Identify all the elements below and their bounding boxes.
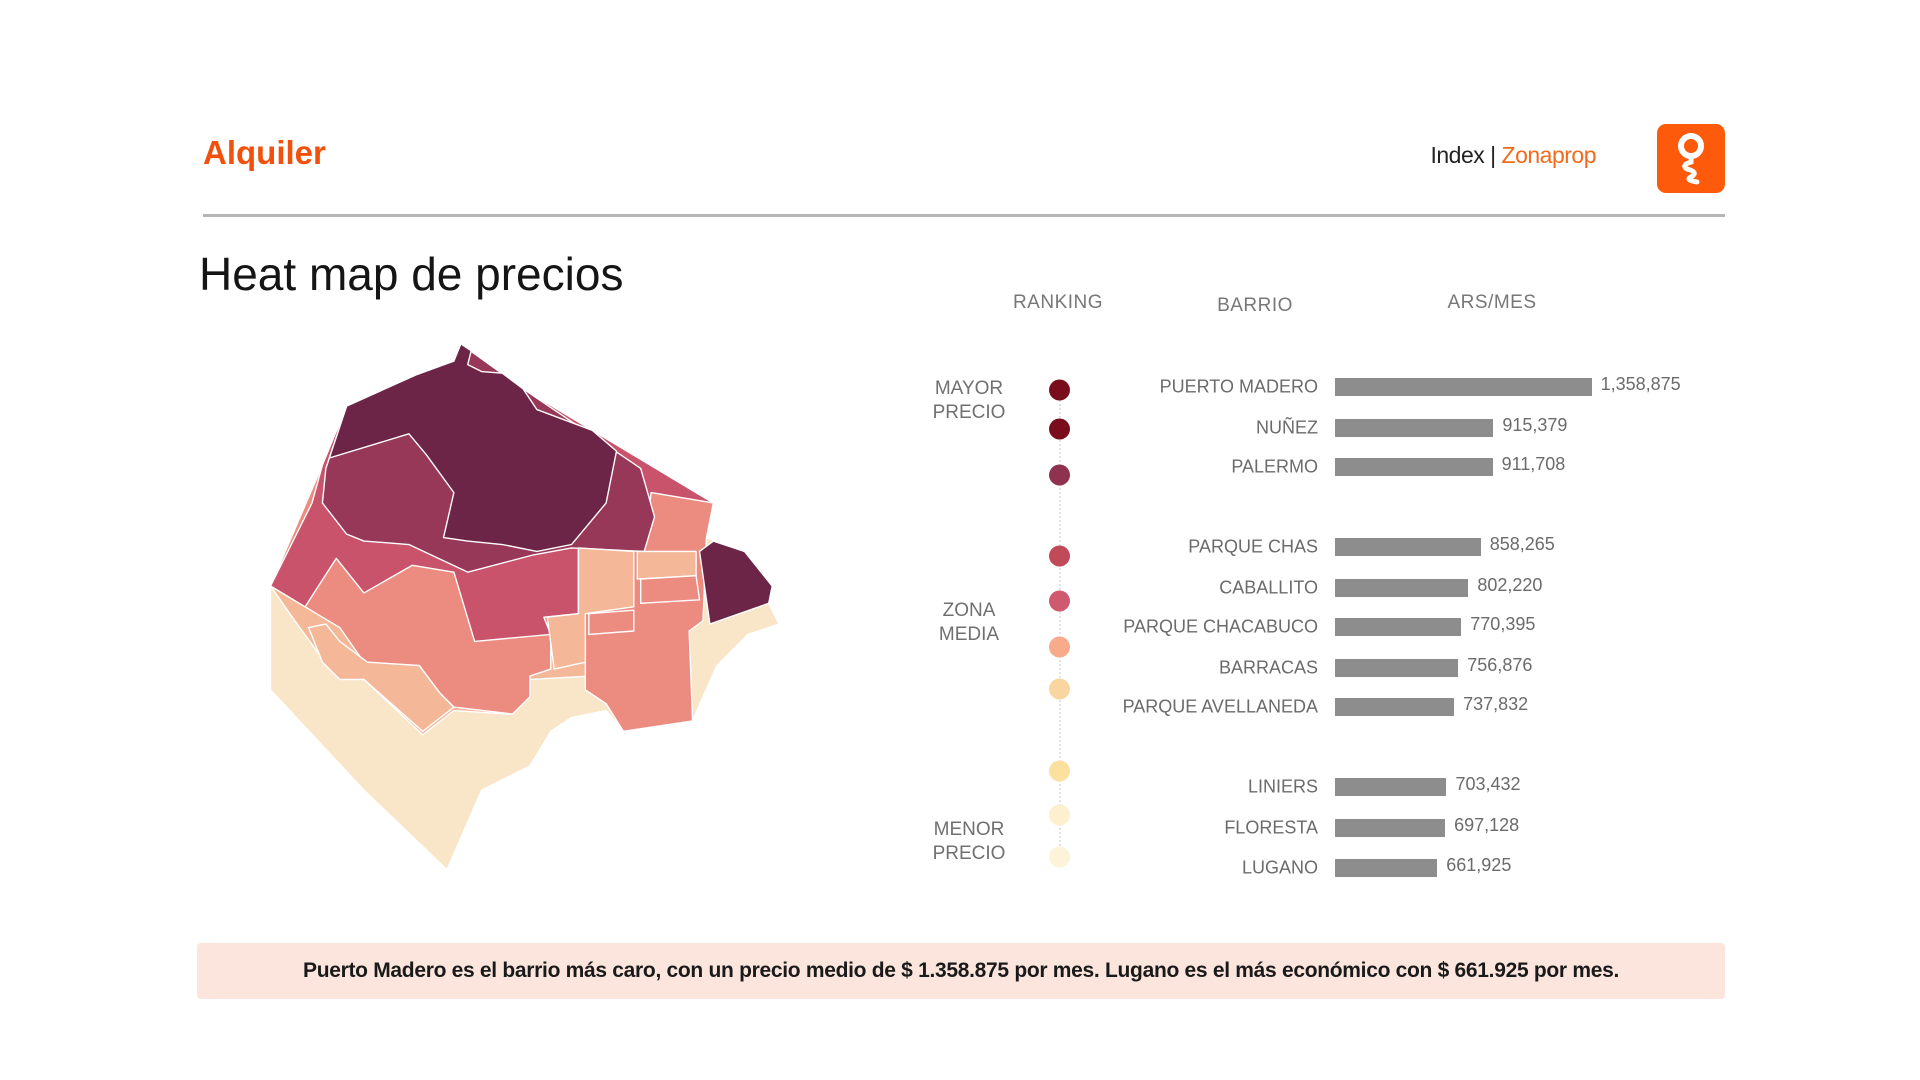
column-header-barrio: BARRIO — [1217, 295, 1293, 316]
ranking-dot — [1049, 464, 1070, 486]
barrio-label: PUERTO MADERO — [1159, 376, 1318, 397]
summary-banner: Puerto Madero es el barrio más caro, con… — [197, 943, 1725, 999]
barrio-label: FLORESTA — [1224, 817, 1318, 838]
group-label-mid: ZONA MEDIA — [909, 599, 1029, 647]
group-line: PRECIO — [932, 843, 1006, 864]
map-zone-peach-a — [546, 547, 635, 670]
ranking-connector — [1059, 392, 1061, 858]
group-line: PRECIO — [932, 402, 1006, 423]
ranking-dot — [1049, 545, 1070, 567]
map-zone-salmon-b — [588, 609, 635, 636]
bar — [1335, 378, 1592, 396]
bar — [1335, 579, 1469, 597]
value-label: 911,708 — [1501, 453, 1566, 474]
barrio-label: CABALLITO — [1219, 577, 1318, 598]
bar — [1335, 859, 1438, 877]
map-zone-peach-strip — [307, 623, 455, 733]
value-label: 770,395 — [1470, 613, 1536, 634]
barrio-label: LUGANO — [1241, 857, 1318, 878]
group-line: ZONA — [942, 600, 996, 621]
barrio-label: PARQUE CHAS — [1188, 536, 1318, 557]
barrio-label: BARRACAS — [1218, 657, 1318, 678]
barrio-label: PARQUE CHACABUCO — [1123, 616, 1318, 637]
bar — [1335, 659, 1459, 677]
column-header-value: ARS/MES — [1447, 292, 1537, 313]
brand-wordmark: Index | Zonaprop — [1431, 142, 1597, 169]
heat-map — [269, 343, 780, 871]
value-label: 915,379 — [1502, 414, 1568, 435]
value-label: 661,925 — [1446, 854, 1512, 875]
group-line: MENOR — [933, 819, 1005, 840]
value-label: 1,358,875 — [1600, 373, 1681, 394]
group-line: MAYOR — [934, 378, 1004, 399]
ranking-dot — [1049, 760, 1070, 782]
bar — [1335, 778, 1447, 796]
value-label: 737,832 — [1463, 693, 1529, 714]
page-title: Heat map de precios — [199, 248, 624, 300]
ranking-dot — [1049, 678, 1070, 700]
brand-name: Zonaprop — [1501, 142, 1597, 168]
section-title: Alquiler — [203, 134, 326, 171]
ranking-dot — [1049, 636, 1070, 658]
barrio-label: PARQUE AVELLANEDA — [1122, 696, 1318, 717]
bar — [1335, 618, 1462, 636]
column-header-ranking: RANKING — [1012, 292, 1104, 313]
map-zone-salmon-a — [640, 574, 701, 605]
ranking-dot — [1049, 418, 1070, 440]
value-label: 858,265 — [1489, 533, 1555, 554]
group-label-low: MENOR PRECIO — [909, 818, 1029, 866]
value-label: 697,128 — [1454, 814, 1520, 835]
brand-prefix: Index — [1430, 142, 1485, 168]
value-label: 703,432 — [1455, 773, 1521, 794]
group-line: MEDIA — [938, 624, 1000, 645]
barrio-label: PALERMO — [1231, 456, 1318, 477]
map-zone-peach-b — [636, 550, 697, 580]
barrio-label: NUÑEZ — [1256, 417, 1318, 438]
value-label: 802,220 — [1477, 574, 1543, 595]
ranking-dot — [1049, 590, 1070, 612]
bar — [1335, 538, 1481, 556]
bar — [1335, 698, 1455, 716]
brand-separator: | — [1484, 142, 1502, 168]
bar — [1335, 458, 1493, 476]
zonaprop-key-icon — [1657, 124, 1725, 193]
bar — [1335, 419, 1494, 437]
value-label: 756,876 — [1467, 654, 1533, 675]
map-zone-top — [328, 343, 618, 553]
group-label-high: MAYOR PRECIO — [909, 377, 1029, 425]
ranking-dot — [1049, 804, 1070, 826]
ranking-dot — [1049, 379, 1070, 401]
barrio-label: LINIERS — [1247, 776, 1318, 797]
ranking-dot — [1049, 846, 1070, 868]
map-zone-puerto-madero — [698, 540, 773, 625]
header-divider — [203, 214, 1725, 217]
bar — [1335, 819, 1446, 837]
summary-text: Puerto Madero es el barrio más caro, con… — [302, 959, 1619, 982]
